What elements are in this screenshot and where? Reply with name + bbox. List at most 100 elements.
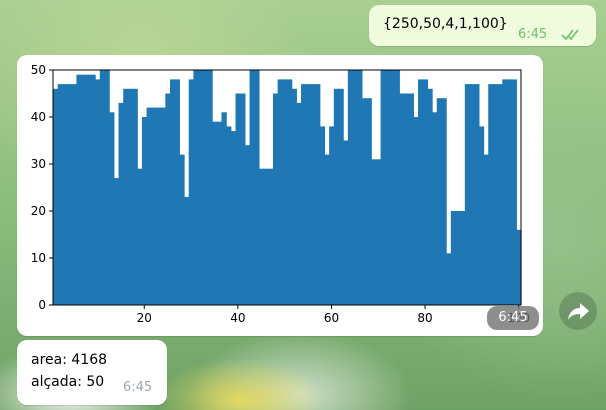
bar [296, 102, 302, 306]
bar [478, 126, 485, 306]
bar [404, 93, 410, 305]
plot-frame [52, 69, 522, 306]
incoming-message-time: 6:45 [123, 380, 153, 395]
double-check-icon [561, 29, 579, 41]
bar [113, 178, 120, 305]
bar [272, 93, 279, 305]
bar [329, 126, 335, 306]
y-tick-label: 40 [31, 110, 46, 124]
bar [441, 98, 447, 305]
bar [202, 70, 209, 305]
bar [240, 93, 246, 305]
y-tick-label: 30 [31, 157, 46, 171]
bar [310, 84, 316, 305]
height-text: alçada: 50 [31, 374, 105, 390]
bar [249, 70, 255, 305]
incoming-message-bubble[interactable]: area: 4168 alçada: 50 6:45 [17, 340, 167, 405]
bar [127, 88, 134, 305]
bar [464, 84, 471, 305]
bar [118, 102, 124, 306]
x-tick-label: 80 [417, 311, 432, 325]
bar [254, 70, 260, 305]
bar [235, 93, 241, 305]
bar [333, 88, 340, 305]
bar [483, 154, 489, 305]
bar [198, 70, 204, 305]
bar [85, 74, 92, 305]
bar [99, 70, 106, 305]
bar [193, 70, 199, 305]
bar [287, 79, 293, 306]
bar [375, 159, 382, 305]
y-tick-label: 10 [31, 251, 46, 265]
bar [497, 84, 503, 305]
chart-message-bubble[interactable]: 0102030405020406080100 [17, 55, 543, 336]
bar [366, 98, 372, 305]
bar [230, 131, 237, 305]
bar [258, 168, 265, 305]
bar [469, 84, 475, 305]
bar [123, 88, 129, 305]
bar [62, 84, 68, 305]
x-tick-label: 60 [324, 311, 339, 325]
bar [319, 126, 326, 306]
bar [282, 79, 288, 306]
bar [399, 93, 405, 305]
bar [226, 126, 232, 306]
bar [137, 168, 143, 305]
bar [305, 84, 311, 305]
bar [408, 93, 414, 305]
outgoing-message-text: {250,50,4,1,100} [383, 16, 508, 32]
bar [212, 121, 218, 305]
bar [141, 117, 148, 305]
bar [268, 168, 274, 305]
bar [170, 79, 176, 306]
bar [324, 154, 330, 305]
bar [188, 79, 194, 306]
x-tick-label: 40 [230, 311, 245, 325]
y-tick-label: 0 [38, 298, 46, 312]
bar [76, 74, 82, 305]
bar [511, 79, 517, 306]
bar [57, 84, 63, 305]
bar [301, 84, 307, 305]
bar [291, 88, 297, 305]
bar [446, 253, 452, 305]
forward-button[interactable] [559, 292, 597, 330]
bar [361, 98, 368, 305]
bar [221, 112, 227, 305]
bar [244, 145, 251, 305]
bar [422, 79, 428, 306]
bar [95, 79, 101, 306]
y-tick-label: 50 [31, 63, 46, 77]
bar [347, 70, 354, 305]
bar [352, 70, 358, 305]
bar [53, 88, 59, 305]
bar [146, 107, 152, 305]
bar [506, 79, 513, 306]
bar [338, 88, 344, 305]
bar [418, 79, 424, 306]
bar [277, 79, 283, 306]
x-tick-label: 20 [137, 311, 152, 325]
bar [455, 211, 461, 305]
bar [81, 74, 87, 305]
bar [155, 107, 162, 305]
bar [109, 112, 115, 305]
bar [413, 117, 419, 305]
bar [151, 107, 157, 305]
bar [474, 84, 480, 305]
bar [436, 98, 443, 305]
bar [516, 229, 522, 305]
bar [207, 70, 213, 305]
bar [179, 154, 185, 305]
outgoing-message-time: 6:45 [518, 27, 548, 42]
bar [432, 112, 438, 305]
bar [315, 84, 321, 305]
bar [67, 84, 73, 305]
bar [460, 211, 466, 305]
outgoing-message-bubble[interactable]: {250,50,4,1,100} 6:45 [369, 5, 596, 46]
bar [380, 70, 386, 305]
bar [216, 121, 223, 305]
bar [371, 159, 377, 305]
